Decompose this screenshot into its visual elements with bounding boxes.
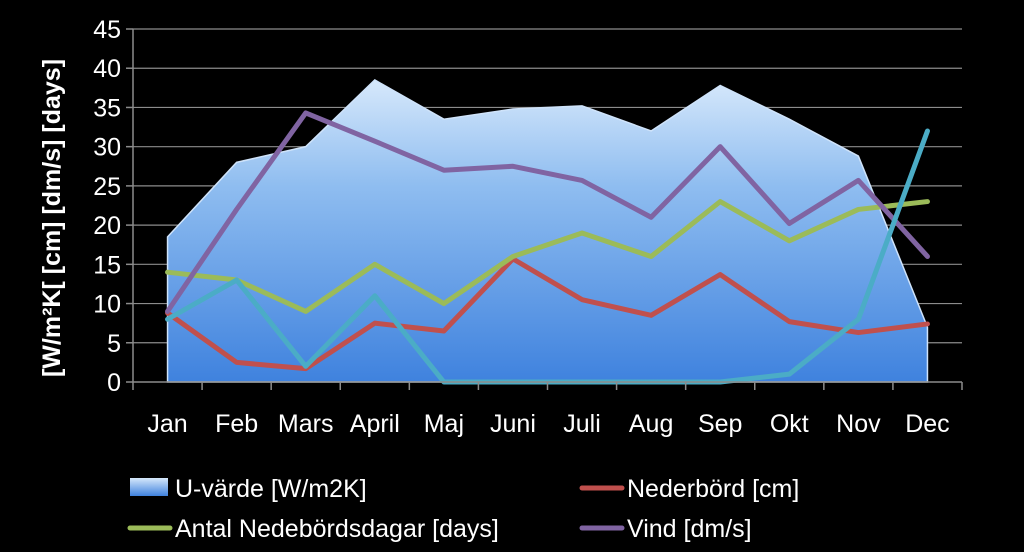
y-tick-label: 45 [93, 16, 121, 44]
x-tick-label: Juni [490, 410, 536, 438]
line-series-2 [165, 110, 930, 314]
legend: U-värde [W/m2K] Nederbörd [cm] Antal Nedeb… [127, 475, 799, 543]
x-tick-label: Mars [278, 410, 334, 438]
y-tick-label: 35 [93, 94, 121, 122]
legend-item: Antal Nedebördsdagar [days] [127, 515, 499, 543]
y-tick-label: 5 [107, 330, 121, 358]
legend-item: U-värde [W/m2K] [130, 475, 367, 503]
legend-item: Vind [dm/s] [579, 515, 752, 543]
x-tick-label: Juli [563, 410, 601, 438]
legend-item: Nederbörd [cm] [579, 475, 799, 503]
y-axis-label: [W/m²K[ [cm] [dm/s] [days] [38, 59, 66, 377]
x-tick-label: Sep [698, 410, 742, 438]
legend-label: U-värde [W/m2K] [175, 475, 367, 503]
x-tick-label: April [350, 410, 400, 438]
y-tick-label: 10 [93, 291, 121, 319]
area-series [166, 79, 929, 383]
x-tick-label: Nov [836, 410, 881, 438]
y-tick-label: 30 [93, 134, 121, 162]
y-tick-labels: 0 5 10 15 20 25 30 35 40 45 [93, 16, 121, 397]
legend-label: Nederbörd [cm] [627, 475, 799, 503]
line-series [165, 110, 930, 385]
x-tick-label: Okt [770, 410, 809, 438]
y-tick-label: 25 [93, 173, 121, 201]
y-tick-label: 0 [107, 369, 121, 397]
legend-label: Antal Nedebördsdagar [days] [175, 515, 499, 543]
line-series-1 [165, 199, 930, 314]
y-tick-label: 40 [93, 55, 121, 83]
x-tick-label: Aug [629, 410, 673, 438]
x-tick-label: Maj [424, 410, 464, 438]
x-tick-label: Jan [147, 410, 187, 438]
x-tick-labels: Jan Feb Mars April Maj Juni Juli Aug Sep Okt Nov De… [147, 410, 949, 438]
x-tick-label: Dec [905, 410, 949, 438]
y-tick-label: 20 [93, 212, 121, 240]
legend-swatch [130, 478, 168, 496]
axes [126, 28, 963, 390]
y-tick-label: 15 [93, 251, 121, 279]
x-tick-label: Feb [215, 410, 258, 438]
line-series-0 [165, 256, 930, 372]
area-series-u-varde [166, 79, 929, 383]
legend-label: Vind [dm/s] [627, 515, 752, 543]
